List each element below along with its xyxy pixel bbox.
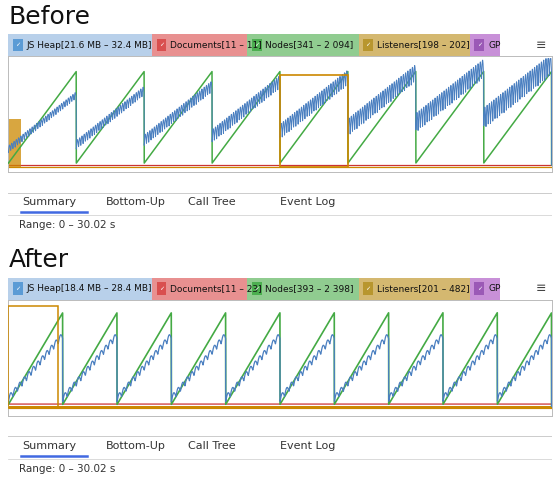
Text: ✓: ✓ [15, 286, 20, 291]
Text: Listeners[198 – 202]: Listeners[198 – 202] [377, 41, 469, 49]
Text: Listeners[201 – 482]: Listeners[201 – 482] [377, 284, 469, 293]
Text: ≡: ≡ [535, 38, 546, 52]
Bar [13, 283, 22, 295]
Bar [280, 75, 348, 168]
Bar [470, 34, 500, 56]
Bar [157, 283, 166, 295]
Text: JS Heap[18.4 MB – 28.4 MB]: JS Heap[18.4 MB – 28.4 MB] [26, 284, 152, 293]
Bar [157, 39, 166, 51]
Bar [252, 283, 262, 295]
Bar [470, 277, 500, 300]
Text: Call Tree: Call Tree [188, 197, 235, 207]
Bar [8, 34, 152, 56]
Bar [13, 39, 22, 51]
Text: Nodes[393 – 2 398]: Nodes[393 – 2 398] [265, 284, 354, 293]
Text: ✓: ✓ [159, 43, 164, 48]
Text: Summary: Summary [22, 441, 76, 451]
Bar [363, 283, 373, 295]
Bar [363, 39, 373, 51]
Bar [359, 277, 470, 300]
Text: ✓: ✓ [477, 43, 482, 48]
Text: Bottom-Up: Bottom-Up [106, 197, 166, 207]
Text: Summary: Summary [22, 197, 76, 207]
Text: JS Heap[21.6 MB – 32.4 MB]: JS Heap[21.6 MB – 32.4 MB] [26, 41, 152, 49]
Bar [359, 34, 470, 56]
Text: Range: 0 – 30.02 s: Range: 0 – 30.02 s [19, 220, 115, 230]
Bar [252, 39, 262, 51]
Bar [248, 34, 359, 56]
Text: ✓: ✓ [254, 43, 259, 48]
Text: Event Log: Event Log [280, 441, 335, 451]
Bar [474, 39, 484, 51]
Text: Call Tree: Call Tree [188, 441, 235, 451]
Text: ✓: ✓ [254, 286, 259, 291]
Text: Bottom-Up: Bottom-Up [106, 441, 166, 451]
Bar [152, 34, 248, 56]
Text: Range: 0 – 30.02 s: Range: 0 – 30.02 s [19, 464, 115, 474]
Bar [248, 277, 359, 300]
Text: Event Log: Event Log [280, 197, 335, 207]
Text: Documents[11 – 23]: Documents[11 – 23] [170, 284, 262, 293]
Text: ✓: ✓ [365, 286, 371, 291]
Bar [8, 306, 58, 408]
Text: ✓: ✓ [477, 286, 482, 291]
Text: ≡: ≡ [535, 282, 546, 295]
Text: Before: Before [8, 5, 90, 29]
Bar [8, 277, 152, 300]
Bar [474, 283, 484, 295]
Text: Documents[11 – 11]: Documents[11 – 11] [170, 41, 262, 49]
Text: ✓: ✓ [159, 286, 164, 291]
Text: GP: GP [488, 41, 501, 49]
Bar [8, 119, 21, 168]
Text: Nodes[341 – 2 094]: Nodes[341 – 2 094] [265, 41, 353, 49]
Text: After: After [8, 248, 68, 272]
Text: GP: GP [488, 284, 501, 293]
Text: ✓: ✓ [365, 43, 371, 48]
Bar [152, 277, 248, 300]
Text: ✓: ✓ [15, 43, 20, 48]
